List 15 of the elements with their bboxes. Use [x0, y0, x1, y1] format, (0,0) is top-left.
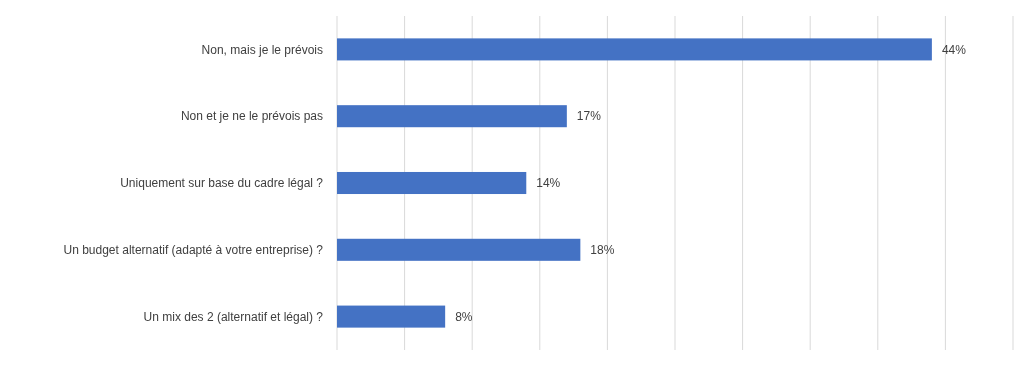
y-tick-label: Un mix des 2 (alternatif et légal) ? — [143, 309, 324, 324]
bar — [337, 171, 527, 195]
data-label: 18% — [590, 243, 615, 257]
data-label: 44% — [941, 42, 967, 57]
y-tick-label: Non et je ne le prévois pas — [180, 109, 323, 124]
bar — [337, 38, 932, 61]
y-tick-label: Non, mais je le prévois — [201, 42, 323, 57]
bar — [337, 238, 581, 261]
data-label: 14% — [536, 176, 561, 191]
bar — [337, 105, 567, 128]
data-label: 8% — [455, 309, 473, 324]
data-label: 17% — [576, 109, 602, 124]
y-tick-label: Un budget alternatif (adapté à votre entreprise) ? — [63, 243, 324, 257]
y-tick-label: Uniquement sur base du cadre légal ? — [120, 176, 324, 191]
bar — [337, 305, 446, 328]
